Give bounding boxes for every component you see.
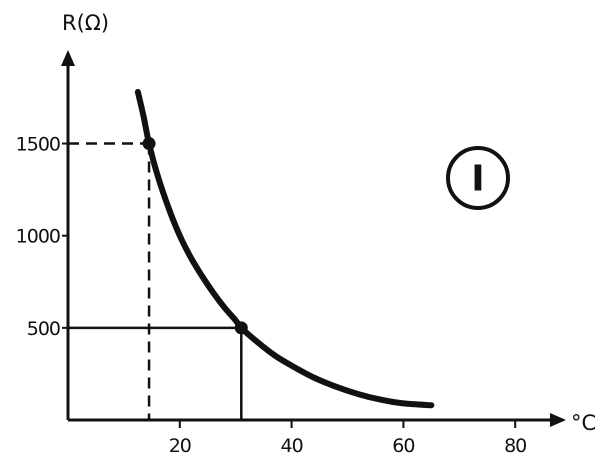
y-tick-label: 1000	[16, 226, 60, 248]
axes	[61, 50, 566, 427]
marked-point	[234, 321, 248, 335]
ticks: 20 40 60 80 500 1000 1500	[16, 134, 528, 457]
marked-points	[142, 137, 248, 335]
y-axis-arrow	[61, 50, 75, 66]
x-tick-label: 40	[281, 435, 303, 457]
series-line-resistance	[134, 88, 435, 409]
guide-lines	[68, 142, 243, 420]
x-axis-label: °C	[571, 411, 596, 435]
x-tick-label: 60	[392, 435, 414, 457]
figure-annotation: I	[446, 146, 510, 210]
marked-point	[142, 137, 156, 151]
x-axis-arrow	[550, 413, 566, 427]
annotation-label: I	[471, 159, 484, 200]
x-tick-label: 20	[169, 435, 191, 457]
annotation-circle	[446, 146, 510, 210]
y-axis-label: R(Ω)	[62, 11, 109, 35]
x-tick-label: 80	[504, 435, 526, 457]
y-tick-label: 1500	[16, 134, 60, 156]
y-tick-label: 500	[27, 318, 60, 340]
